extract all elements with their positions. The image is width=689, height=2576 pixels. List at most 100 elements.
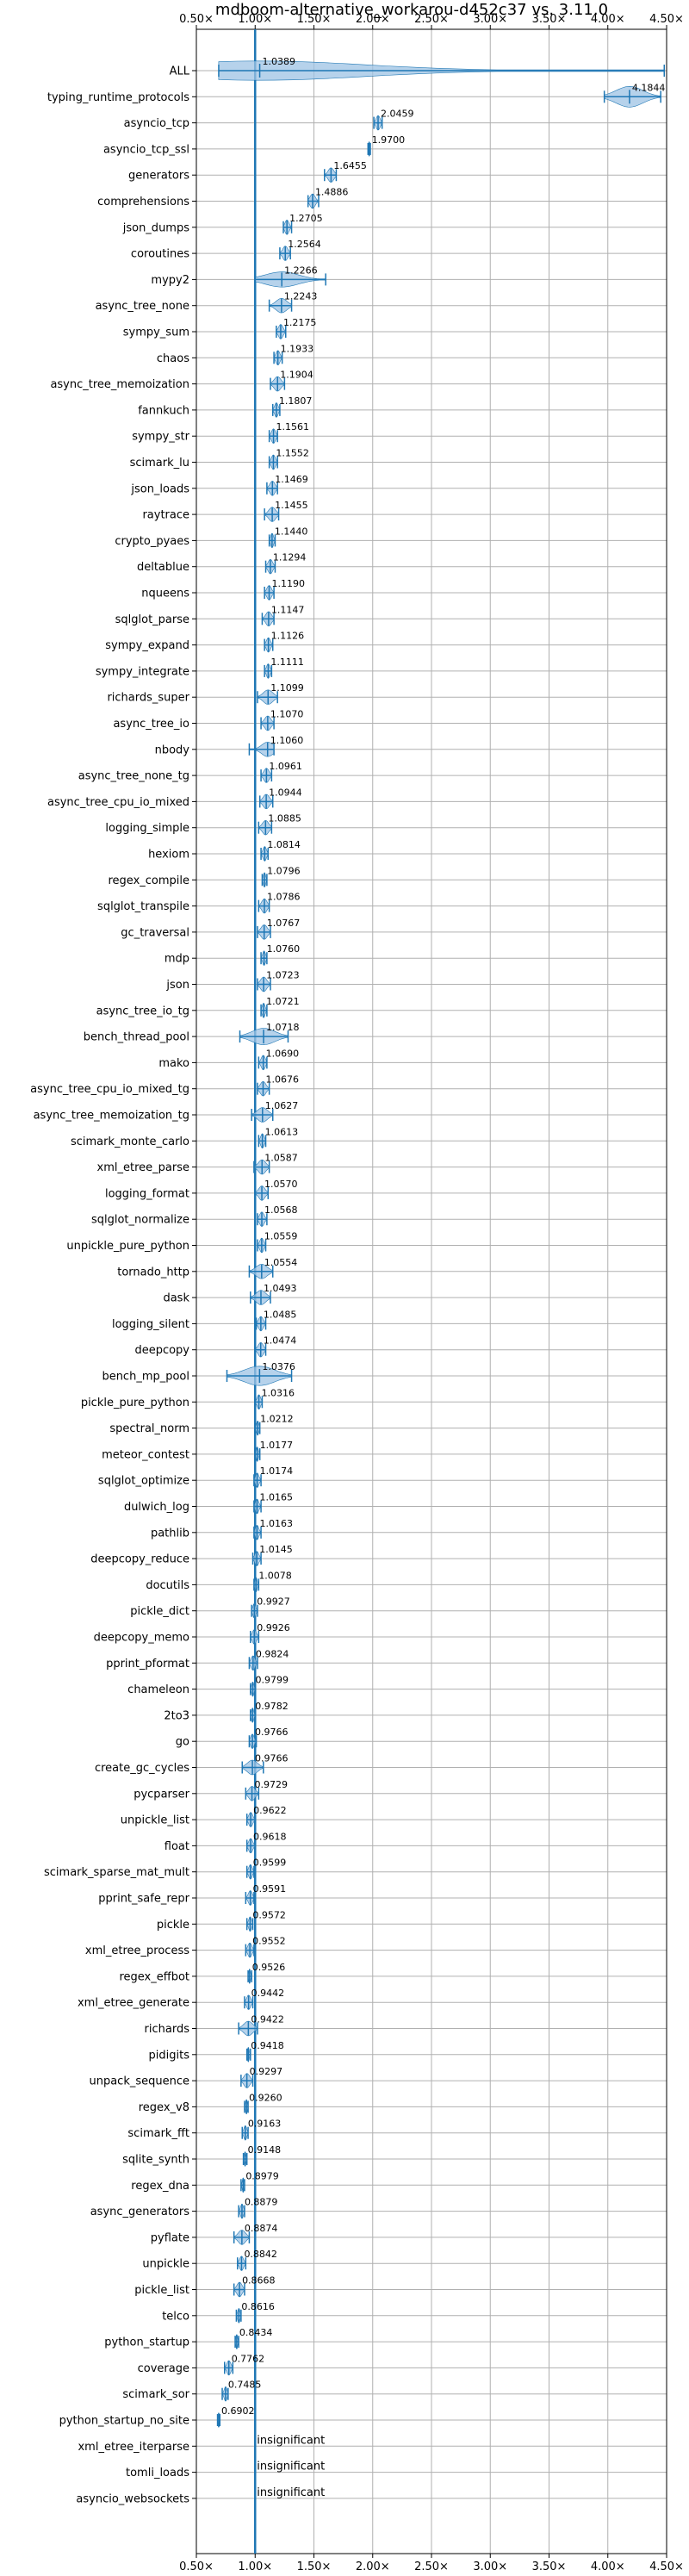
value-label: 0.9163: [248, 2119, 282, 2130]
benchmark-label: mypy2: [151, 274, 189, 287]
x-tick-label-bottom: 1.00×: [238, 2560, 272, 2573]
benchmark-label: scimark_sor: [122, 2388, 189, 2401]
benchmark-label: sympy_sum: [123, 327, 189, 339]
benchmark-label: dulwich_log: [124, 1501, 189, 1514]
value-label: 1.9700: [372, 134, 406, 146]
value-label: 1.1060: [270, 735, 304, 746]
benchmark-label: async_tree_none: [96, 300, 189, 313]
value-label: 1.0376: [262, 1361, 295, 1372]
value-label: 1.0690: [266, 1048, 300, 1059]
chart-title: mdboom-alternative_workarou-d452c37 vs. …: [215, 1, 608, 19]
value-label: 1.1099: [270, 682, 304, 694]
value-label: 0.9148: [248, 2144, 282, 2156]
value-label: 1.0961: [269, 761, 302, 772]
value-label: 1.6455: [333, 160, 367, 171]
value-label: 1.0760: [267, 943, 301, 955]
benchmark-label: comprehensions: [97, 196, 189, 208]
benchmark-label: chameleon: [127, 1683, 189, 1696]
benchmark-label: gc_traversal: [121, 926, 189, 939]
benchmark-label: hexiom: [148, 849, 189, 862]
value-label: 1.0316: [262, 1387, 295, 1398]
value-label: 0.9927: [257, 1596, 290, 1608]
value-label: 0.9297: [250, 2066, 283, 2077]
value-label: 0.7485: [228, 2380, 262, 2391]
x-tick-label-bottom: 4.00×: [591, 2560, 625, 2573]
x-tick-label-bottom: 2.00×: [356, 2560, 390, 2573]
value-label: 1.0559: [264, 1231, 298, 1242]
labels-layer: 0.50× 0.50× 1.00× 1.00× 1.50× 1.50× 2.00× 2.00×…: [30, 13, 684, 2573]
value-label: 1.0568: [264, 1204, 298, 1216]
benchmark-label: sqlglot_transpile: [97, 900, 189, 913]
value-label: 1.1126: [271, 631, 305, 642]
insignificant-label: insignificant: [257, 2434, 325, 2447]
x-tick-label-top: 1.00×: [238, 13, 272, 26]
value-label: 0.9622: [253, 1805, 287, 1816]
value-label: 4.1844: [632, 82, 666, 93]
benchmark-label: richards: [145, 2023, 190, 2036]
value-label: 0.7762: [232, 2353, 265, 2364]
benchmark-label: sympy_expand: [105, 639, 189, 652]
benchmark-label: richards_super: [107, 692, 189, 705]
value-label: 1.4886: [315, 187, 349, 198]
value-label: 1.2564: [288, 239, 321, 250]
benchmark-label: tornado_http: [117, 1266, 189, 1279]
value-label: 0.9729: [255, 1779, 289, 1790]
value-label: 1.1561: [276, 421, 310, 432]
benchmark-label: pathlib: [151, 1527, 189, 1540]
benchmark-label: ALL: [170, 65, 190, 78]
value-label: 0.8434: [239, 2327, 273, 2338]
benchmark-label: pprint_pformat: [106, 1658, 189, 1671]
value-label: 0.8616: [241, 2301, 275, 2312]
value-label: 0.8874: [245, 2223, 278, 2234]
benchmark-label: pidigits: [149, 2049, 190, 2062]
marks-layer: [216, 60, 666, 2428]
value-label: 0.9782: [255, 1701, 289, 1712]
benchmark-label: sympy_integrate: [96, 665, 189, 678]
value-label: 1.0389: [263, 56, 296, 67]
value-label: 1.1807: [279, 395, 313, 407]
value-label: 1.0165: [260, 1492, 294, 1503]
benchmark-label: pickle: [157, 1919, 189, 1932]
benchmark-label: bench_thread_pool: [84, 1031, 189, 1044]
benchmark-label: telco: [162, 2310, 189, 2323]
value-label: 1.1190: [271, 578, 305, 589]
benchmark-label: xml_etree_parse: [97, 1161, 189, 1174]
value-label: 1.0587: [264, 1153, 298, 1164]
benchmark-label: regex_v8: [139, 2101, 189, 2114]
benchmark-label: deepcopy: [134, 1344, 189, 1357]
benchmark-label: create_gc_cycles: [95, 1762, 189, 1775]
value-label: 0.9824: [256, 1648, 289, 1659]
value-label: 0.9618: [253, 1831, 287, 1842]
benchmark-label: pickle_pure_python: [81, 1397, 189, 1409]
value-label: 0.6902: [221, 2405, 255, 2417]
benchmark-label: python_startup_no_site: [59, 2415, 189, 2428]
plot-frame: [196, 28, 667, 2554]
x-tick-label-top: 2.50×: [414, 13, 449, 26]
benchmark-label: unpickle_pure_python: [66, 1240, 189, 1253]
benchmark-label: async_tree_cpu_io_mixed_tg: [30, 1083, 189, 1096]
x-tick-label-bottom: 4.50×: [649, 2560, 684, 2573]
benchmark-label: chaos: [157, 352, 189, 365]
benchmark-label: sqlglot_normalize: [91, 1214, 189, 1227]
value-label: 0.9766: [255, 1727, 289, 1738]
value-label: 1.0627: [265, 1100, 299, 1111]
value-label: 1.0796: [267, 865, 301, 876]
x-tick-label-bottom: 2.50×: [414, 2560, 449, 2573]
benchmark-label: asyncio_websockets: [76, 2492, 189, 2505]
value-label: 1.1147: [271, 604, 305, 615]
benchmark-label: unpickle: [142, 2258, 189, 2271]
value-label: 1.0554: [264, 1257, 298, 1268]
value-label: 1.0944: [269, 787, 302, 798]
value-label: 0.8668: [242, 2275, 276, 2287]
value-label: 1.1455: [275, 500, 308, 511]
x-tick-label-top: 2.00×: [356, 13, 390, 26]
value-label: 1.1904: [280, 370, 313, 381]
value-label: 2.0459: [381, 109, 414, 120]
value-label: 0.9418: [251, 2040, 284, 2051]
benchmark-label: scimark_monte_carlo: [71, 1136, 189, 1148]
benchmark-label: sqlglot_parse: [115, 613, 189, 626]
value-label: 1.1440: [275, 526, 308, 537]
value-label: 1.0786: [267, 892, 301, 903]
value-label: 0.9572: [252, 1909, 286, 1920]
benchmark-label: sqlite_synth: [122, 2154, 189, 2167]
